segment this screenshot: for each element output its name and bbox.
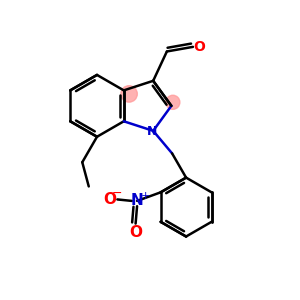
Circle shape [166, 95, 180, 109]
Text: O: O [103, 192, 116, 207]
Text: N: N [146, 125, 157, 138]
Circle shape [121, 86, 137, 102]
Text: O: O [193, 40, 205, 54]
Text: O: O [129, 225, 142, 240]
Text: +: + [141, 190, 150, 201]
Text: N: N [131, 194, 143, 208]
Text: −: − [112, 187, 122, 200]
